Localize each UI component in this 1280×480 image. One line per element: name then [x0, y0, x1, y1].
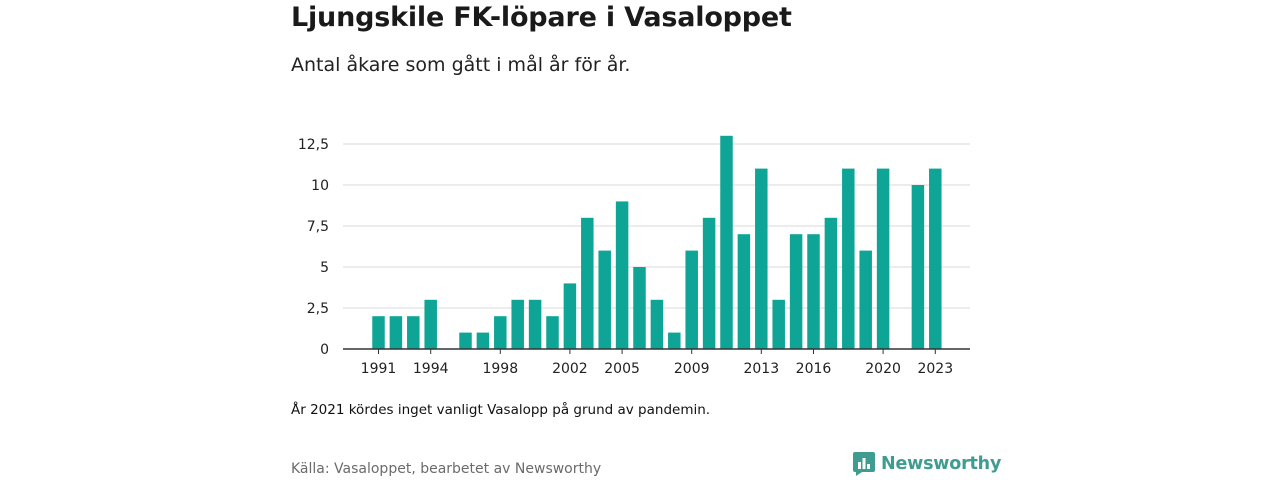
bar[interactable] [615, 201, 629, 349]
x-tick-label: 1998 [482, 361, 518, 377]
bar[interactable] [476, 332, 490, 349]
x-tick-label: 2016 [796, 361, 832, 377]
y-tick-label: 0 [320, 342, 329, 358]
bar[interactable] [459, 332, 472, 349]
bar[interactable] [807, 234, 820, 349]
x-tick-label: 2020 [865, 361, 901, 377]
bar[interactable] [511, 299, 524, 349]
bar[interactable] [546, 316, 559, 349]
gridlines [343, 143, 970, 309]
bar[interactable] [702, 217, 716, 349]
axes: 0 2,5 5 7,5 10 12,5 1991 1994 1998 2002 2005 2009 20… [298, 137, 970, 377]
logo-text: Newsworthy [881, 454, 1002, 474]
bar[interactable] [842, 168, 855, 349]
x-tick-label: 2013 [743, 361, 779, 377]
bar[interactable] [633, 267, 646, 349]
y-tick-label: 2,5 [307, 301, 329, 317]
source-text: Källa: Vasaloppet, bearbetet av Newswort… [291, 461, 602, 477]
x-tick-label: 2009 [674, 361, 710, 377]
chart-title: Ljungskile FK-löpare i Vasaloppet [291, 2, 792, 33]
y-tick-label: 5 [320, 260, 329, 276]
bar[interactable] [737, 234, 751, 349]
y-tick-label: 12,5 [298, 137, 329, 153]
bar[interactable] [876, 168, 890, 349]
bar-chart: 0 2,5 5 7,5 10 12,5 1991 1994 1998 2002 2005 2009 20… [298, 135, 970, 377]
y-tick-label: 7,5 [307, 219, 329, 235]
y-tick-label: 10 [311, 178, 329, 194]
x-tick-label: 2005 [604, 361, 640, 377]
x-tick-label: 1994 [413, 361, 449, 377]
bar[interactable] [929, 168, 942, 349]
bar[interactable] [598, 250, 611, 349]
bar[interactable] [685, 250, 698, 349]
bar[interactable] [859, 250, 872, 349]
x-tick-label: 2002 [552, 361, 588, 377]
bar[interactable] [372, 316, 385, 349]
bar[interactable] [772, 299, 785, 349]
bar[interactable] [789, 234, 803, 349]
chart-subtitle: Antal åkare som gått i mål år för år. [291, 54, 631, 76]
bar[interactable] [668, 332, 681, 349]
bar[interactable] [581, 217, 594, 349]
bar[interactable] [528, 299, 542, 349]
footnote: År 2021 kördes inget vanligt Vasalopp på… [291, 402, 711, 418]
bar[interactable] [389, 316, 403, 349]
x-tick-label: 1991 [361, 361, 397, 377]
bars [372, 135, 942, 349]
bar[interactable] [494, 316, 507, 349]
bar[interactable] [911, 185, 925, 349]
bar[interactable] [650, 299, 664, 349]
bar[interactable] [407, 316, 420, 349]
x-tick-label: 2023 [917, 361, 953, 377]
bar[interactable] [824, 217, 838, 349]
bar[interactable] [424, 299, 437, 349]
bar[interactable] [563, 283, 577, 349]
newsworthy-logo[interactable]: Newsworthy [853, 452, 1001, 476]
bar[interactable] [720, 135, 733, 349]
bar[interactable] [755, 168, 768, 349]
newsworthy-logo-icon [853, 452, 875, 476]
